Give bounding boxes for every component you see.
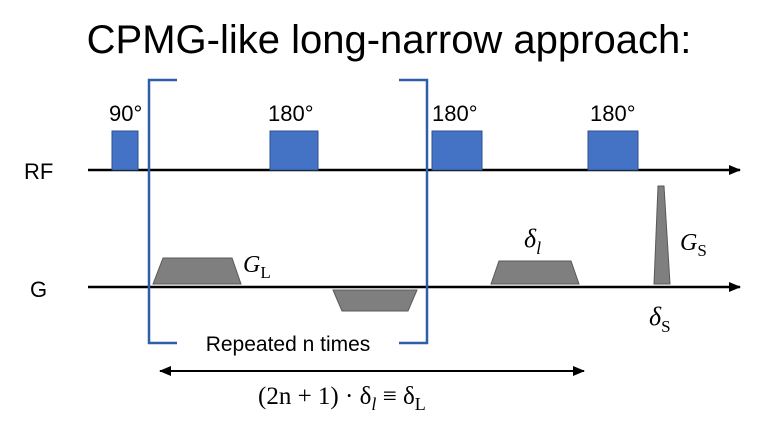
rf-row-label: RF <box>24 159 53 184</box>
duration-formula: (2n + 1) · δl ≡ δL <box>258 383 426 414</box>
diagram-title: CPMG-like long-narrow approach: <box>86 18 692 62</box>
bracket-caption: Repeated n times <box>206 333 371 356</box>
pulse-180-c <box>587 130 639 171</box>
pulse-180-a <box>269 130 319 171</box>
gradient-long-negative <box>332 289 418 312</box>
bracket-left <box>147 78 177 345</box>
g-row-label: G <box>30 277 47 302</box>
g-long-label: GL <box>243 252 271 282</box>
bracket-right <box>399 78 429 345</box>
gradient-short <box>653 185 671 285</box>
pulse-180-b-label: 180° <box>432 101 478 126</box>
gradient-delta-l <box>490 260 580 285</box>
pulse-90-label: 90° <box>109 101 142 126</box>
g-short-label: GS <box>680 230 707 260</box>
pulse-90 <box>111 130 139 171</box>
pulse-180-a-label: 180° <box>268 101 314 126</box>
pulse-180-c-label: 180° <box>590 101 636 126</box>
gradient-long-positive <box>152 257 242 285</box>
delta-s-label: δS <box>649 302 671 336</box>
delta-l-label: δl <box>524 224 541 258</box>
pulse-180-b <box>431 130 483 171</box>
